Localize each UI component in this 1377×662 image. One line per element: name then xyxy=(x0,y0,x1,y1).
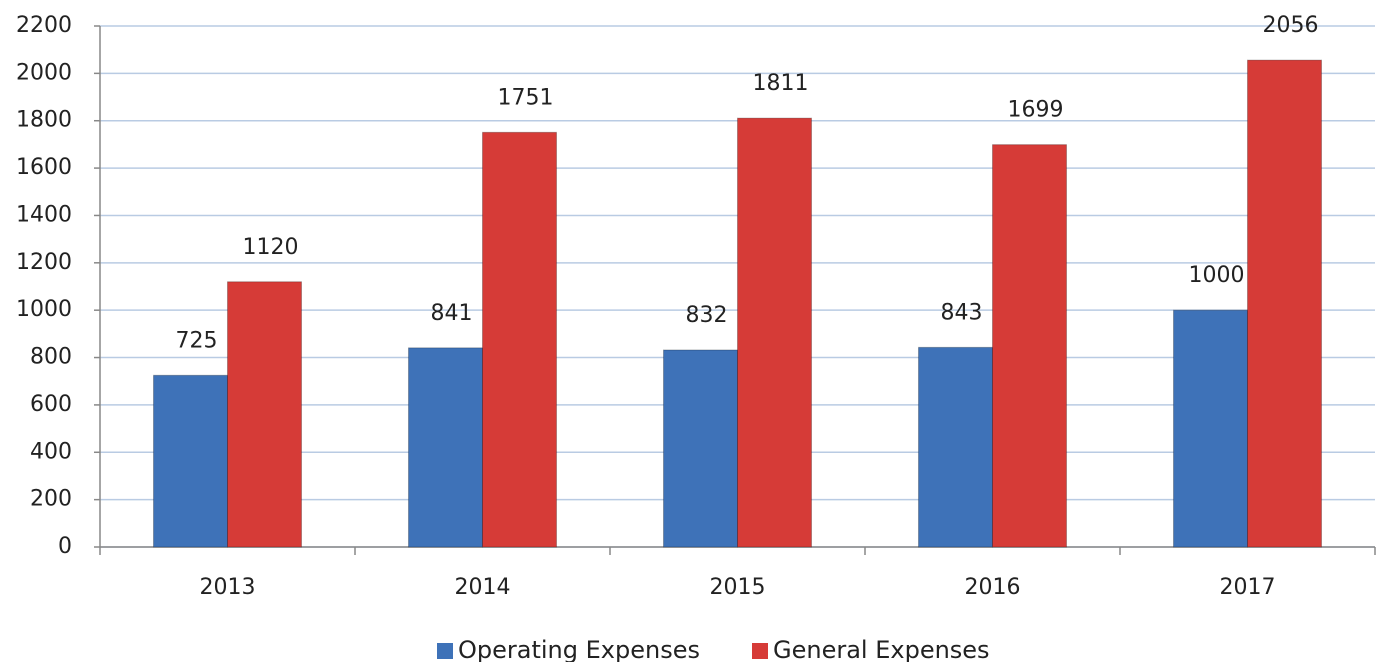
bar xyxy=(482,131,557,548)
x-tick-label: 2017 xyxy=(1220,575,1276,600)
legend-swatch xyxy=(437,643,453,659)
y-tick-label: 600 xyxy=(30,392,72,417)
y-tick-label: 1200 xyxy=(16,250,72,275)
bar xyxy=(992,144,1067,548)
legend-label: General Expenses xyxy=(773,636,990,662)
data-label: 725 xyxy=(176,328,218,353)
y-tick-label: 1800 xyxy=(16,108,72,133)
y-tick-label: 200 xyxy=(30,487,72,512)
x-tick-label: 2013 xyxy=(200,575,256,600)
y-tick-label: 2200 xyxy=(16,13,72,38)
y-tick-label: 800 xyxy=(30,345,72,370)
data-label: 843 xyxy=(941,300,983,325)
bar xyxy=(153,374,228,548)
bar xyxy=(663,349,738,548)
data-label: 2056 xyxy=(1263,13,1319,38)
data-label: 1699 xyxy=(1008,98,1064,123)
y-tick-label: 1400 xyxy=(16,202,72,227)
bar xyxy=(227,281,302,548)
x-tick-label: 2014 xyxy=(455,575,511,600)
data-label: 1751 xyxy=(498,85,554,110)
y-tick-label: 400 xyxy=(30,439,72,464)
bar xyxy=(737,117,812,548)
y-tick-label: 2000 xyxy=(16,60,72,85)
x-tick-label: 2016 xyxy=(965,575,1021,600)
bar xyxy=(408,347,483,548)
y-tick-label: 1000 xyxy=(16,297,72,322)
legend-swatch xyxy=(752,643,768,659)
bar xyxy=(918,346,993,548)
data-label: 832 xyxy=(686,303,728,328)
data-label: 1120 xyxy=(243,235,299,260)
legend-label: Operating Expenses xyxy=(458,636,700,662)
data-label: 1000 xyxy=(1189,263,1245,288)
bar xyxy=(1247,59,1322,548)
data-label: 841 xyxy=(431,301,473,326)
y-tick-label: 1600 xyxy=(16,155,72,180)
bar xyxy=(1173,309,1248,548)
data-label: 1811 xyxy=(753,71,809,96)
y-tick-label: 0 xyxy=(58,534,72,559)
x-tick-label: 2015 xyxy=(710,575,766,600)
